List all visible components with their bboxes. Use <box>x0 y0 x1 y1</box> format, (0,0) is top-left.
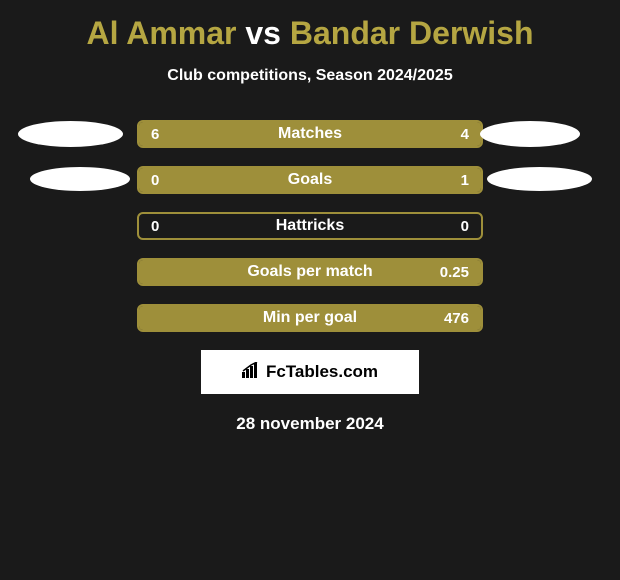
stat-value-right: 476 <box>444 310 469 327</box>
bar-container: 6 Matches 4 <box>137 120 483 148</box>
bar-container: 0 Goals 1 <box>137 166 483 194</box>
page-title: Al Ammar vs Bandar Derwish <box>10 15 610 52</box>
date-text: 28 november 2024 <box>10 414 610 434</box>
ellipse-icon <box>30 167 130 191</box>
main-container: Al Ammar vs Bandar Derwish Club competit… <box>0 0 620 444</box>
stat-label: Min per goal <box>139 309 481 327</box>
chart-icon <box>242 362 262 383</box>
stat-label: Goals <box>139 171 481 189</box>
stat-value-right: 4 <box>461 126 469 143</box>
ellipse-icon <box>487 167 592 191</box>
stat-label: Hattricks <box>139 217 481 235</box>
stat-row-matches: 6 Matches 4 <box>10 120 610 148</box>
stat-label: Goals per match <box>139 263 481 281</box>
bar-container: 0 Hattricks 0 <box>137 212 483 240</box>
player1-name: Al Ammar <box>87 15 237 51</box>
ellipse-icon <box>480 121 580 147</box>
vs-text: vs <box>245 15 281 51</box>
player2-name: Bandar Derwish <box>290 15 534 51</box>
stat-row-goals: 0 Goals 1 <box>10 166 610 194</box>
stat-row-min-per-goal: Min per goal 476 <box>10 304 610 332</box>
stat-row-goals-per-match: Goals per match 0.25 <box>10 258 610 286</box>
subtitle: Club competitions, Season 2024/2025 <box>10 67 610 85</box>
ellipse-icon <box>18 121 123 147</box>
stat-label: Matches <box>139 125 481 143</box>
stats-section: 6 Matches 4 0 Goals 1 0 Hattricks 0 <box>10 120 610 332</box>
stat-value-right: 0 <box>461 218 469 235</box>
stat-row-hattricks: 0 Hattricks 0 <box>10 212 610 240</box>
stat-value-right: 0.25 <box>440 264 469 281</box>
logo-text: FcTables.com <box>266 362 378 382</box>
logo-box: FcTables.com <box>201 350 419 394</box>
stat-value-right: 1 <box>461 172 469 189</box>
bar-container: Goals per match 0.25 <box>137 258 483 286</box>
bar-container: Min per goal 476 <box>137 304 483 332</box>
